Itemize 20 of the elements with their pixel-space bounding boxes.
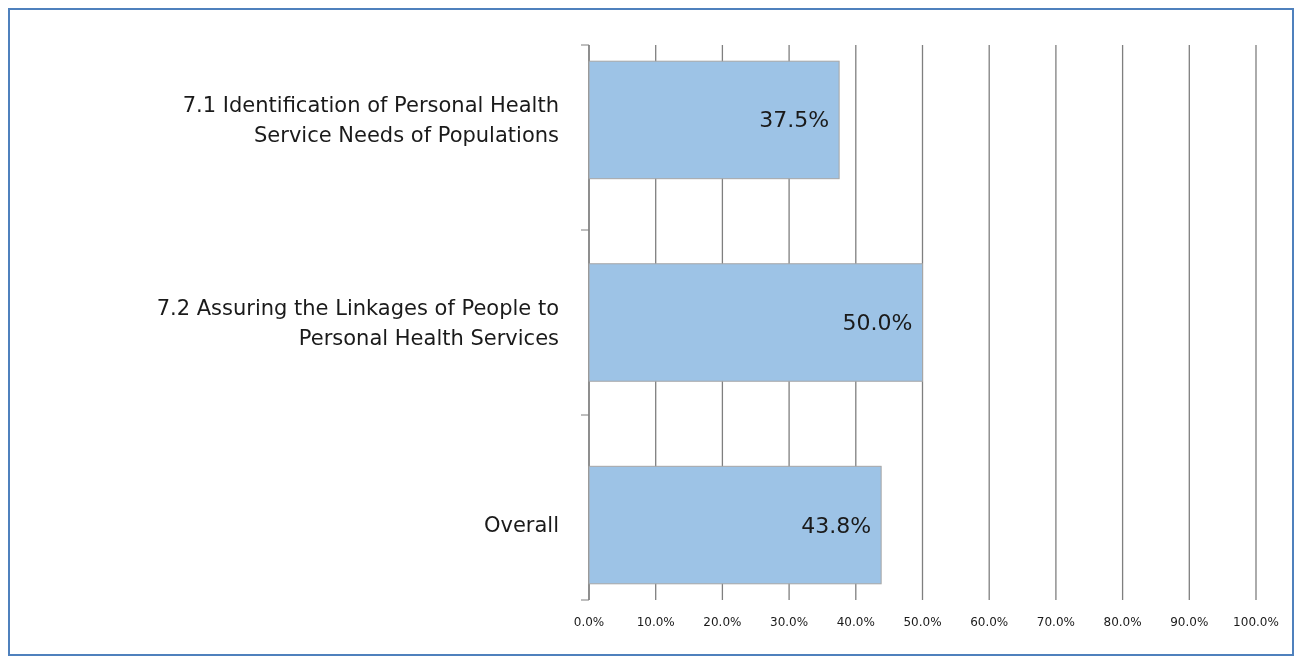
- x-tick-label: 30.0%: [770, 615, 809, 629]
- x-tick-label: 60.0%: [970, 615, 1009, 629]
- x-tick-label: 20.0%: [703, 615, 742, 629]
- bar: [588, 60, 840, 180]
- x-tick-label: 10.0%: [636, 615, 675, 629]
- x-tick-label: 80.0%: [1103, 615, 1142, 629]
- x-tick-label: 70.0%: [1036, 615, 1075, 629]
- y-tick-label: Overall: [483, 513, 559, 538]
- x-tick-label: 40.0%: [836, 615, 875, 629]
- x-tick-label: 100.0%: [1233, 615, 1279, 629]
- y-tick-label: 7.1 Identification of Personal Health Service Needs of Populations: [182, 92, 559, 147]
- data-label: 37.5%: [759, 107, 830, 133]
- data-label: 43.8%: [801, 512, 872, 538]
- bar: [588, 263, 923, 382]
- x-tick-label: 0.0%: [573, 615, 605, 629]
- bar: [588, 465, 882, 585]
- x-tick-label: 90.0%: [1170, 615, 1209, 629]
- data-label: 50.0%: [842, 310, 913, 335]
- x-tick-label: 50.0%: [903, 615, 942, 629]
- y-tick-label: 7.2 Assuring the Linkages of People to Personal Health Services: [156, 295, 559, 350]
